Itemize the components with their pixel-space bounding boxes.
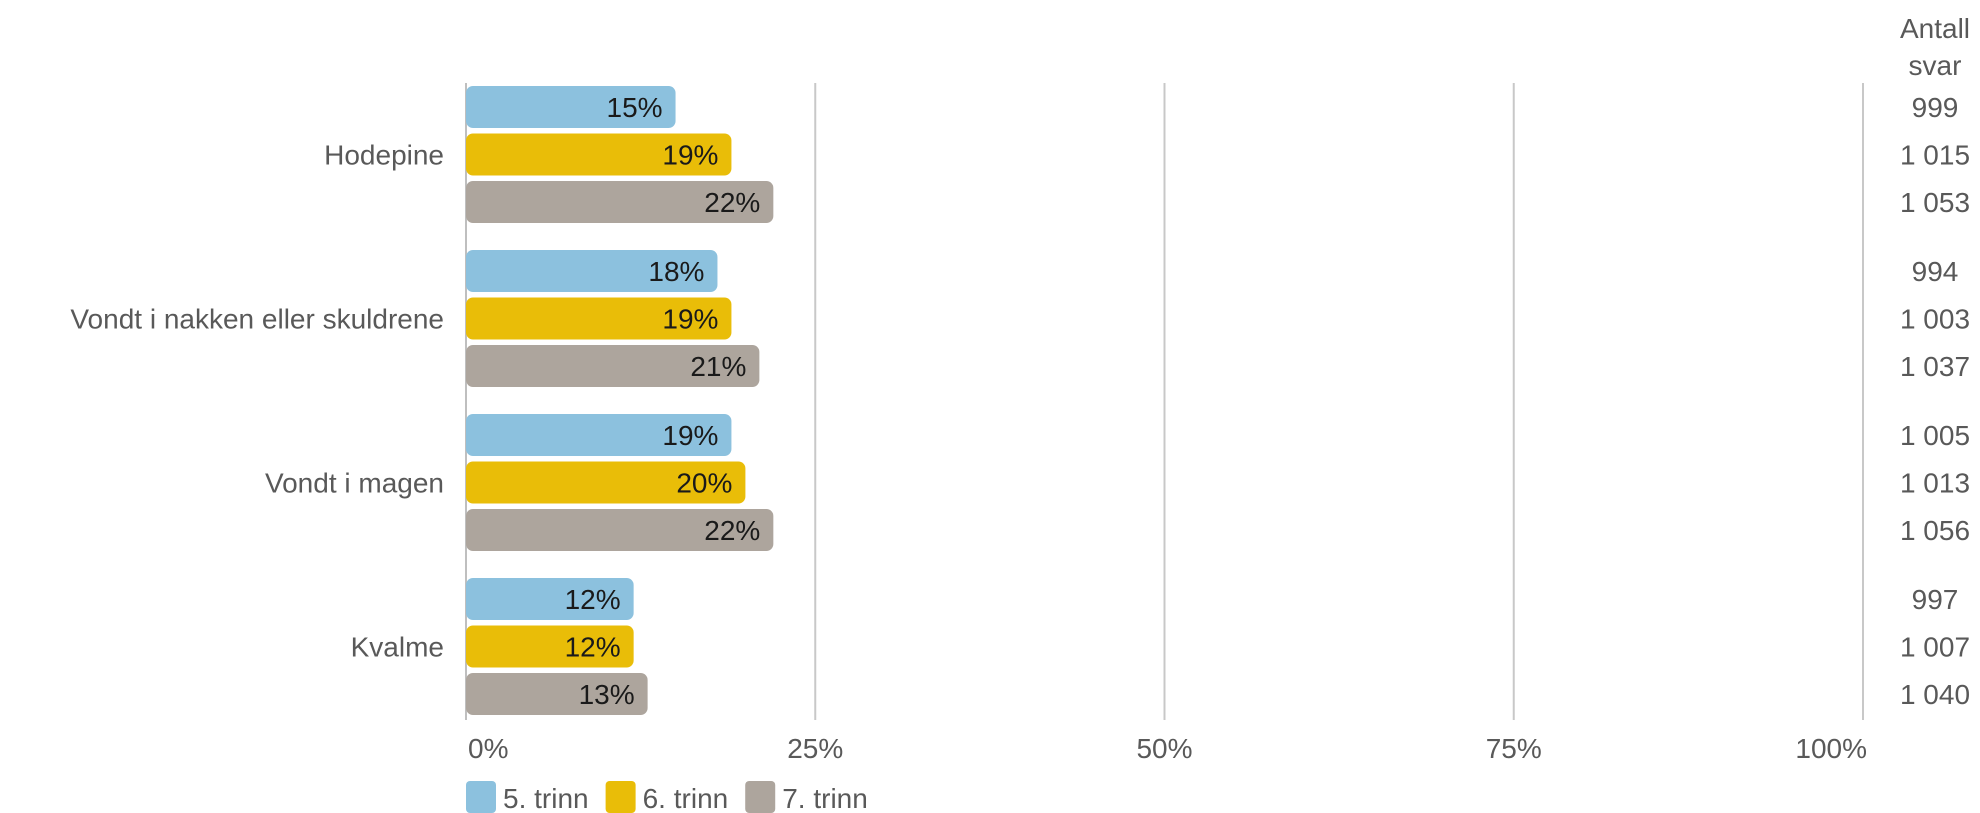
x-tick-label: 100% bbox=[1795, 733, 1867, 764]
count-header-line-1: Antall bbox=[1900, 13, 1970, 44]
bar bbox=[466, 673, 648, 715]
bar-value-label: 13% bbox=[579, 679, 635, 710]
response-count: 997 bbox=[1912, 584, 1959, 615]
bar-value-label: 21% bbox=[690, 351, 746, 382]
x-tick-label: 50% bbox=[1136, 733, 1192, 764]
response-count: 1 007 bbox=[1900, 632, 1970, 663]
category-labels: Hodepine Vondt i nakken eller skuldrene Vo… bbox=[70, 140, 444, 663]
legend-swatch bbox=[466, 781, 496, 813]
legend-swatch bbox=[745, 781, 776, 813]
legend-swatch bbox=[605, 781, 636, 813]
bar-value-label: 22% bbox=[704, 187, 760, 218]
bar-value-label: 18% bbox=[648, 256, 704, 287]
category-label: Vondt i magen bbox=[265, 468, 444, 499]
x-tick-label: 75% bbox=[1486, 733, 1542, 764]
x-tick-label: 25% bbox=[787, 733, 843, 764]
bar bbox=[466, 461, 746, 504]
x-tick-label: 0% bbox=[468, 733, 508, 764]
x-axis-ticks: 0% 25% 50% 75% 100% bbox=[468, 733, 1867, 764]
bar-labels: 15% 19% 22% 18% 19% 21% 19% 20% 22% 12% 12% 13% bbox=[565, 92, 761, 710]
bar-value-label: 12% bbox=[565, 632, 621, 663]
bar-value-label: 20% bbox=[676, 468, 732, 499]
count-column: Antall svar 999 1 015 1 053 994 1 003 1 037 1 … bbox=[1900, 13, 1970, 710]
bar bbox=[466, 297, 732, 340]
gridlines bbox=[814, 83, 1864, 720]
bar bbox=[466, 578, 634, 620]
bar bbox=[466, 414, 732, 456]
response-count: 1 056 bbox=[1900, 515, 1970, 546]
response-count: 994 bbox=[1912, 256, 1959, 287]
response-count: 1 040 bbox=[1900, 679, 1970, 710]
response-count: 1 003 bbox=[1900, 304, 1970, 335]
bar-value-label: 22% bbox=[704, 515, 760, 546]
bar bbox=[466, 625, 634, 668]
bar bbox=[466, 133, 732, 176]
bar bbox=[466, 181, 774, 223]
bar-value-label: 12% bbox=[565, 584, 621, 615]
count-header-line-2: svar bbox=[1909, 50, 1962, 81]
bar-value-label: 19% bbox=[662, 140, 718, 171]
bar bbox=[466, 250, 718, 292]
category-label: Hodepine bbox=[324, 140, 444, 171]
response-count: 1 015 bbox=[1900, 140, 1970, 171]
bar-value-label: 19% bbox=[662, 420, 718, 451]
legend-label: 7. trinn bbox=[782, 783, 868, 813]
bar bbox=[466, 509, 774, 551]
response-count: 1 037 bbox=[1900, 351, 1970, 382]
category-label: Vondt i nakken eller skuldrene bbox=[70, 304, 444, 335]
response-count: 999 bbox=[1912, 92, 1959, 123]
legend: 5. trinn 6. trinn 7. trinn bbox=[466, 781, 868, 813]
response-count: 1 005 bbox=[1900, 420, 1970, 451]
bars bbox=[466, 86, 774, 715]
bar bbox=[466, 345, 760, 387]
category-label: Kvalme bbox=[351, 632, 444, 663]
response-count: 1 013 bbox=[1900, 468, 1970, 499]
response-count: 1 053 bbox=[1900, 187, 1970, 218]
bar bbox=[466, 86, 676, 128]
legend-label: 6. trinn bbox=[643, 783, 729, 813]
bar-value-label: 19% bbox=[662, 304, 718, 335]
bar-value-label: 15% bbox=[607, 92, 663, 123]
legend-label: 5. trinn bbox=[503, 783, 589, 813]
